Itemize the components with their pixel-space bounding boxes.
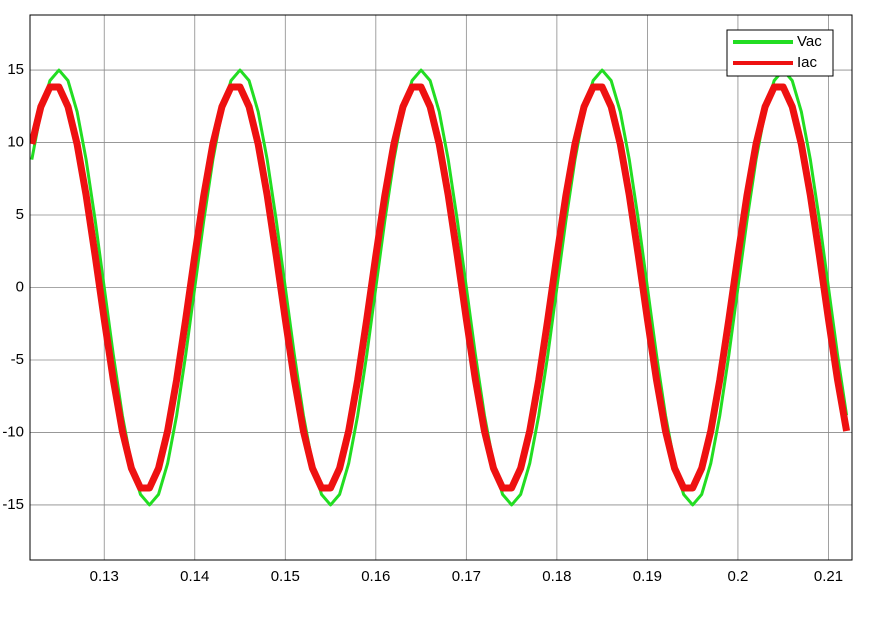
series-line: [30, 68, 849, 507]
x-tick-label: 0.18: [542, 568, 571, 585]
y-tick-label: 10: [7, 134, 24, 151]
series-line: [30, 83, 851, 492]
plot-lines: [30, 68, 851, 507]
x-tick-label: 0.15: [271, 568, 300, 585]
legend-label: Vac: [797, 33, 822, 50]
y-tick-label: -15: [2, 496, 24, 513]
legend-label: Iac: [797, 54, 818, 71]
x-tick-label: 0.17: [452, 568, 481, 585]
x-tick-label: 0.13: [90, 568, 119, 585]
y-tick-label: -5: [11, 351, 24, 368]
x-tick-label: 0.14: [180, 568, 209, 585]
x-tick-label: 0.16: [361, 568, 390, 585]
x-tick-label: 0.2: [728, 568, 749, 585]
x-tick-label: 0.19: [633, 568, 662, 585]
y-tick-label: 15: [7, 61, 24, 78]
y-tick-label: 5: [16, 206, 24, 223]
y-tick-label: -10: [2, 423, 24, 440]
x-tick-label: 0.21: [814, 568, 843, 585]
y-tick-label: 0: [16, 278, 24, 295]
plot-frame: [29, 14, 853, 561]
legend-box: [726, 29, 834, 77]
